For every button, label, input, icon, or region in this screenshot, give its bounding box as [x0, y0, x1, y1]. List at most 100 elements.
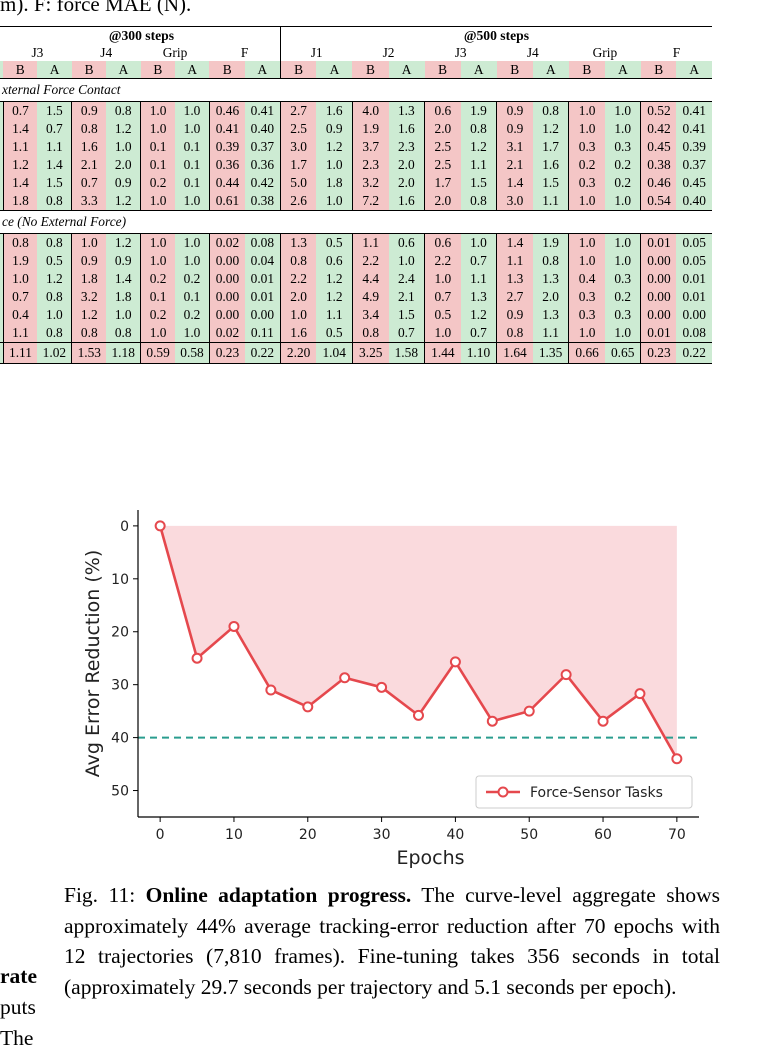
- table-cell: 1.8: [316, 174, 353, 192]
- table-cell: 1.9: [2, 252, 38, 270]
- ba-label: A: [0, 61, 4, 79]
- y-tick-label: 40: [111, 731, 129, 747]
- table-cell: 0.1: [140, 138, 176, 156]
- table-cell: 0.1: [175, 156, 210, 174]
- table-cell: 3.7: [351, 138, 389, 156]
- table-cell: 0.00: [244, 306, 281, 324]
- ba-label: A: [175, 61, 210, 79]
- y-tick-label: 50: [111, 784, 129, 800]
- table-cell: 2.0: [424, 192, 461, 211]
- table-cell: 1.9: [351, 120, 389, 138]
- table-cell: 0.9: [496, 306, 533, 324]
- table-cell: 1.0: [175, 192, 210, 211]
- table-cell: 0.37: [676, 156, 712, 174]
- table-cell: 0.1: [140, 156, 176, 174]
- ba-label: A: [532, 61, 569, 79]
- table-cell: 1.0: [604, 101, 641, 120]
- average-cell: 0.23: [208, 342, 245, 364]
- table-cell: 0.2: [175, 270, 210, 288]
- table-cell: 7: [0, 288, 4, 306]
- average-cell: 1.02: [37, 342, 72, 364]
- table-cell: 1.2: [532, 120, 569, 138]
- x-tick-label: 60: [594, 827, 612, 843]
- table-cell: 0.41: [244, 101, 281, 120]
- table-cell: 1.1: [532, 192, 569, 211]
- table-cell: 0.8: [532, 252, 569, 270]
- figure-caption-text: The curve-level aggregate shows approxim…: [64, 883, 720, 999]
- table-cell: 1.1: [460, 156, 497, 174]
- table-cell: 0.39: [208, 138, 245, 156]
- table-cell: 1.7: [424, 174, 461, 192]
- table-cell: 1.5: [37, 101, 72, 120]
- table-cell: 1.0: [140, 252, 176, 270]
- table-cell: 1.6: [532, 156, 569, 174]
- table-cell: 0.00: [208, 270, 245, 288]
- y-tick-label: 10: [111, 572, 129, 588]
- table-cell: 0.9: [71, 101, 107, 120]
- table-cell: 0.8: [279, 252, 317, 270]
- table-cell: 3.4: [351, 306, 389, 324]
- table-cell: 0.6: [424, 101, 461, 120]
- x-tick-label: 0: [156, 827, 165, 843]
- table-cell: 0.7: [2, 288, 38, 306]
- table-cell: 1.8: [106, 288, 141, 306]
- table-cell: 1.2: [316, 270, 353, 288]
- table-cell: 0.6: [424, 233, 461, 252]
- x-tick-label: 40: [446, 827, 464, 843]
- table-cell: 0.2: [604, 288, 641, 306]
- table-cell: 2.0: [388, 156, 425, 174]
- table-cell: 0.5: [316, 324, 353, 343]
- table-cell: 1.8: [71, 270, 107, 288]
- table-cell: 2.7: [496, 288, 533, 306]
- x-tick-label: 10: [225, 827, 243, 843]
- table-cell: 0.7: [460, 252, 497, 270]
- table-cell: 0.01: [640, 324, 677, 343]
- table-cell: 0.3: [568, 174, 605, 192]
- table-cell: 3.2: [351, 174, 389, 192]
- ba-label: A: [37, 61, 72, 79]
- table-cell: 0.36: [208, 156, 245, 174]
- table-cell: 1.3: [279, 233, 317, 252]
- ba-label: B: [496, 61, 533, 79]
- table-cell: 1.0: [604, 233, 641, 252]
- table-cell: 3.0: [279, 138, 317, 156]
- average-cell: 1.18: [106, 342, 141, 364]
- table-cell: 2.0: [106, 156, 141, 174]
- table-cell: 0.38: [244, 192, 281, 211]
- average-cell: 96: [0, 342, 4, 364]
- table-cell: 1.6: [316, 101, 353, 120]
- table-cell: 1.0: [140, 192, 176, 211]
- average-cell: 0.22: [676, 342, 712, 364]
- table-cell: 2.5: [424, 138, 461, 156]
- table-cell: 1.6: [388, 120, 425, 138]
- table-cell: 1.8: [2, 192, 38, 211]
- group-header: J4: [100, 45, 113, 60]
- ba-label: A: [460, 61, 497, 79]
- table-cell: 0.08: [676, 324, 712, 343]
- table-cell: 6: [0, 233, 4, 252]
- table-cell: 2.2: [279, 270, 317, 288]
- table-cell: 1.1: [496, 252, 533, 270]
- table-cell: 0.3: [568, 288, 605, 306]
- table-cell: 1.3: [388, 101, 425, 120]
- table-cell: 1.7: [279, 156, 317, 174]
- table-cell: 0.1: [175, 174, 210, 192]
- table-cell: 0.46: [640, 174, 677, 192]
- table-cell: 0.00: [640, 252, 677, 270]
- y-tick-label: 0: [120, 519, 129, 535]
- table-cell: 0.2: [604, 156, 641, 174]
- table-cell: 1.0: [140, 101, 176, 120]
- table-cell: 2: [0, 252, 4, 270]
- table-cell: 0.41: [208, 120, 245, 138]
- table-cell: 1.9: [532, 233, 569, 252]
- group-header: J2: [382, 45, 395, 60]
- table-cell: 0.1: [140, 288, 176, 306]
- table-cell: 0.9: [316, 120, 353, 138]
- table-cell: 0.54: [640, 192, 677, 211]
- table-cell: 0.3: [604, 138, 641, 156]
- table-cell: 0.2: [175, 306, 210, 324]
- table-cell: 0.9: [71, 252, 107, 270]
- average-cell: 1.53: [71, 342, 107, 364]
- table-cell: 0.9: [106, 252, 141, 270]
- ba-label: B: [352, 61, 389, 79]
